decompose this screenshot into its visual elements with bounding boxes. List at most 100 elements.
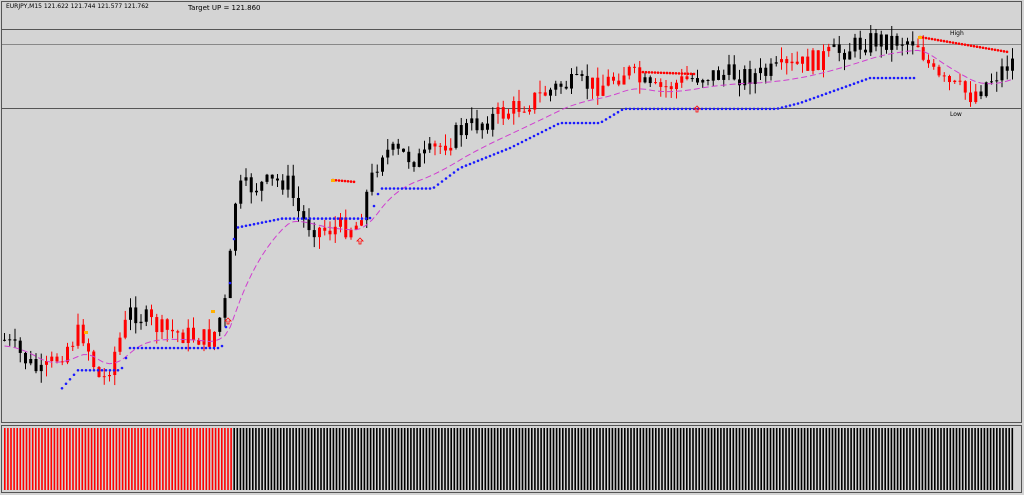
support-dot (392, 187, 396, 190)
candle-body (171, 329, 174, 332)
candle-body (333, 226, 337, 235)
histogram-bar (971, 428, 973, 490)
candle-body (344, 217, 348, 238)
histogram-bar (87, 428, 90, 490)
histogram-bar (97, 428, 99, 490)
histogram-bar (558, 428, 561, 490)
histogram-bar (810, 428, 812, 490)
candle-body (144, 309, 148, 322)
histogram-bar (496, 428, 499, 490)
histogram-bar (115, 428, 118, 490)
histogram-bar (881, 428, 883, 490)
histogram-bar (782, 428, 784, 490)
resistance-dot (993, 48, 997, 52)
candle-body (675, 82, 678, 90)
support-dot (116, 368, 120, 372)
histogram-bar (813, 428, 815, 490)
support-dot (628, 107, 632, 111)
resistance-dot (668, 71, 672, 75)
histogram-bar (602, 428, 604, 490)
candle-body (937, 66, 941, 76)
candle-body (381, 157, 384, 172)
candle-body (375, 171, 379, 173)
support-dot (520, 140, 524, 144)
support-dot (372, 204, 376, 208)
candle-body (139, 321, 143, 324)
histogram-bar (937, 428, 939, 490)
histogram-bar (775, 428, 778, 490)
histogram-bar (624, 428, 626, 490)
support-dot (368, 216, 372, 220)
candle-body (202, 329, 206, 345)
candle-body (412, 162, 416, 167)
support-dot (188, 346, 192, 350)
candle-body (87, 343, 90, 352)
histogram-bar (658, 428, 660, 490)
histogram-bar (28, 428, 31, 490)
candle-body (816, 50, 820, 70)
candle-body (659, 82, 663, 87)
candle-body (837, 44, 841, 53)
histogram-bar (856, 428, 859, 490)
histogram-bar (31, 428, 34, 490)
support-dot (620, 108, 624, 112)
support-dot (208, 346, 212, 350)
resistance-dot (653, 71, 657, 74)
support-dot (168, 346, 172, 350)
support-dot (556, 122, 560, 126)
support-dot (468, 162, 472, 166)
resistance-dot (930, 37, 934, 41)
histogram-bar (1008, 428, 1010, 490)
candle-body (764, 67, 768, 76)
candle-body (291, 175, 295, 198)
candle-body (223, 298, 227, 318)
support-dot (908, 76, 912, 80)
histogram-bar (992, 428, 995, 490)
histogram-bar (673, 428, 676, 490)
histogram-bar (986, 428, 989, 490)
histogram-bar (183, 428, 186, 490)
histogram-bar (388, 428, 390, 490)
candle-body (706, 80, 710, 82)
histogram-bar (769, 428, 772, 490)
histogram-bar (174, 428, 177, 490)
histogram-bar (286, 428, 288, 490)
candle-body (669, 86, 673, 90)
resistance-dot (334, 178, 338, 182)
support-dot (664, 107, 668, 111)
support-dot (572, 121, 576, 125)
support-dot (440, 180, 444, 183)
candle-body (801, 56, 804, 64)
support-dot (452, 171, 456, 174)
candle-body (24, 352, 27, 364)
histogram-bar (53, 428, 56, 490)
candle-body (213, 331, 216, 347)
histogram-bar (190, 428, 192, 490)
histogram-bar (831, 428, 834, 490)
support-dot (396, 187, 400, 190)
support-dot (256, 222, 260, 225)
histogram-bar (118, 428, 121, 490)
histogram-bar (236, 428, 239, 490)
support-dot (60, 386, 64, 390)
support-dot (476, 159, 480, 163)
histogram-bar (1011, 428, 1014, 490)
support-dot (344, 217, 348, 220)
histogram-bar (899, 428, 902, 490)
histogram-bar (887, 428, 890, 490)
candle-body (433, 143, 437, 147)
candle-body (239, 180, 243, 204)
support-dot (836, 88, 840, 91)
support-dot (220, 344, 224, 348)
candle-body (192, 327, 195, 340)
candle-body (218, 317, 222, 332)
histogram-bar (211, 428, 214, 490)
histogram-bar (707, 428, 710, 490)
histogram-bar (165, 428, 167, 490)
histogram-bar (729, 428, 731, 490)
resistance-dot (638, 70, 642, 74)
support-dot (848, 83, 852, 87)
histogram-bar (909, 428, 911, 490)
